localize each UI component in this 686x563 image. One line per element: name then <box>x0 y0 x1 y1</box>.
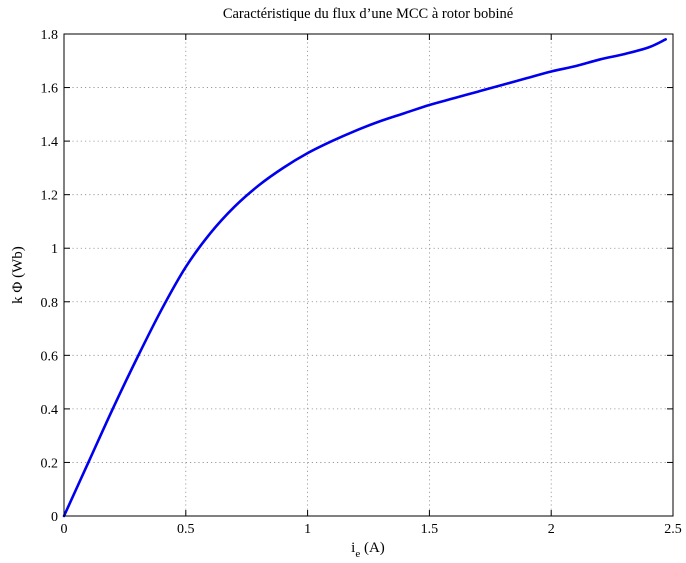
y-tick-label: 1.8 <box>41 28 59 43</box>
y-tick-label: 0.8 <box>41 296 59 311</box>
plot-frame <box>63 33 674 517</box>
y-tick-label: 1 <box>51 242 58 257</box>
y-tick-label: 0.2 <box>41 456 59 471</box>
y-axis-label: k Φ (Wb) <box>10 246 26 304</box>
x-axis-label: ie (A) <box>351 540 385 560</box>
x-tick-label: 2.5 <box>664 522 682 537</box>
tick-labels: 0 0.5 1 1.5 2 2.5 0 0.2 0.4 0.6 0.8 1 1.2 1.4 1.6 1.8 <box>41 28 682 537</box>
x-axis-label-main: i <box>351 540 355 556</box>
x-axis-label-unit: (A) <box>360 540 385 556</box>
chart-title: Caractéristique du flux d’une MCC à roto… <box>223 6 513 22</box>
x-tick-label: 0 <box>61 522 68 537</box>
y-tick-label: 1.4 <box>41 135 59 150</box>
grid <box>64 34 673 516</box>
ticks <box>63 33 674 517</box>
y-tick-label: 0.4 <box>41 403 59 418</box>
y-tick-label: 1.6 <box>41 82 59 97</box>
x-tick-label: 0.5 <box>177 522 195 537</box>
series-layer <box>62 38 667 518</box>
x-tick-label: 2 <box>548 522 555 537</box>
x-tick-label: 1.5 <box>421 522 439 537</box>
series-line <box>62 38 667 518</box>
x-axis-label-subscript: e <box>355 548 360 560</box>
y-tick-label: 0.6 <box>41 349 59 364</box>
y-tick-label: 1.2 <box>41 189 59 204</box>
y-tick-label: 0 <box>51 510 58 525</box>
x-tick-label: 1 <box>304 522 311 537</box>
